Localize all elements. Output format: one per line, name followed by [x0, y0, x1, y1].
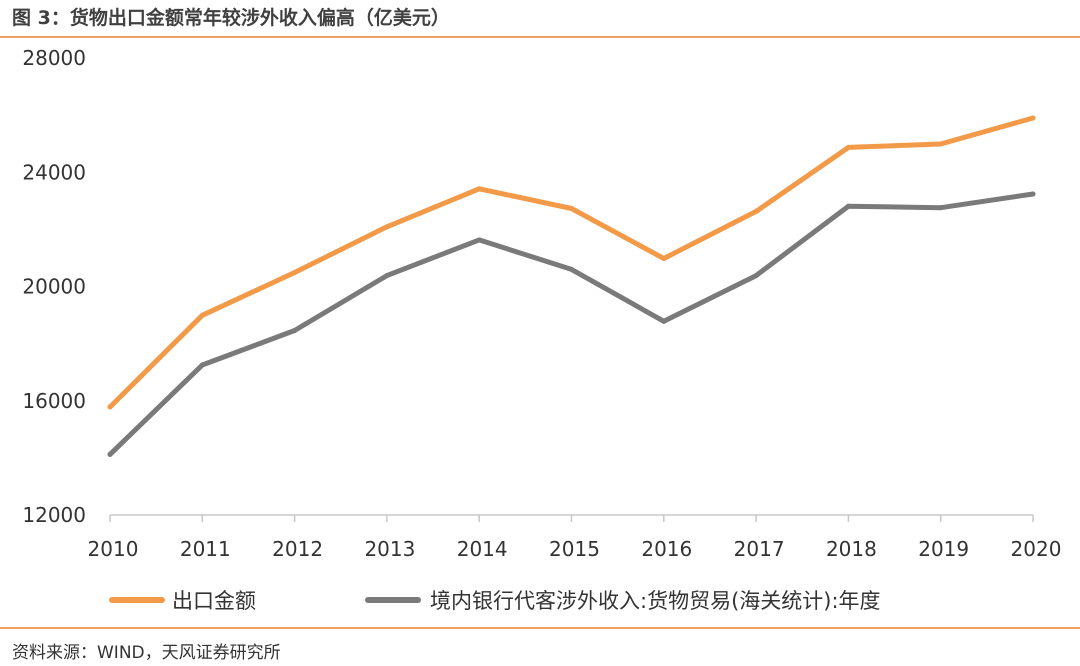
data-point — [199, 312, 205, 318]
y-tick-label: 24000 — [22, 160, 86, 184]
x-tick-label: 2012 — [272, 537, 323, 561]
data-point — [1030, 191, 1036, 197]
x-tick-label: 2013 — [364, 537, 415, 561]
data-point — [938, 205, 944, 211]
data-point — [292, 270, 298, 276]
x-tick-label: 2011 — [180, 537, 231, 561]
x-tick-label: 2017 — [734, 537, 785, 561]
legend: 出口金额 境内银行代客涉外收入:货物贸易(海关统计):年度 — [109, 589, 881, 613]
data-point — [107, 451, 113, 457]
y-tick-label: 12000 — [22, 503, 86, 527]
data-point — [845, 203, 851, 209]
x-tick-label: 2019 — [918, 537, 969, 561]
data-point — [384, 273, 390, 279]
top-rule — [0, 36, 1080, 38]
x-tick-label: 2018 — [826, 537, 877, 561]
data-point — [661, 318, 667, 324]
x-tick-label: 2020 — [1011, 537, 1062, 561]
data-point — [476, 186, 482, 192]
legend-label-1: 出口金额 — [172, 589, 256, 613]
series-lines — [107, 115, 1036, 457]
x-axis: 2010 2011 2012 2013 2014 2015 2016 2017 2018 2019… — [88, 514, 1062, 561]
data-point — [476, 237, 482, 243]
data-point — [845, 144, 851, 150]
x-tick-label: 2010 — [88, 537, 139, 561]
x-tick-label: 2014 — [457, 537, 508, 561]
series-line-2 — [107, 191, 1036, 457]
data-point — [569, 266, 574, 272]
legend-label-2: 境内银行代客涉外收入:货物贸易(海关统计):年度 — [430, 589, 881, 613]
data-point — [199, 362, 205, 368]
x-tick-label: 2015 — [549, 537, 600, 561]
y-axis-ticks: 12000 16000 20000 24000 28000 — [22, 46, 86, 527]
x-tick-label: 2016 — [641, 537, 692, 561]
data-point — [569, 206, 574, 212]
series-line-1 — [107, 115, 1036, 410]
y-tick-label: 16000 — [22, 389, 86, 413]
y-tick-label: 28000 — [22, 46, 86, 70]
data-point — [753, 273, 759, 279]
figure-title: 图 3：货物出口金额常年较涉外收入偏高（亿美元） — [12, 7, 450, 29]
data-point — [1030, 115, 1036, 121]
y-tick-label: 20000 — [22, 275, 86, 299]
data-point — [753, 208, 759, 214]
source-note: 资料来源：WIND，天风证券研究所 — [12, 643, 281, 663]
bottom-rule — [0, 627, 1080, 629]
data-point — [107, 404, 113, 410]
data-point — [938, 141, 944, 147]
data-point — [661, 256, 667, 262]
data-point — [384, 224, 390, 230]
data-point — [292, 327, 298, 333]
